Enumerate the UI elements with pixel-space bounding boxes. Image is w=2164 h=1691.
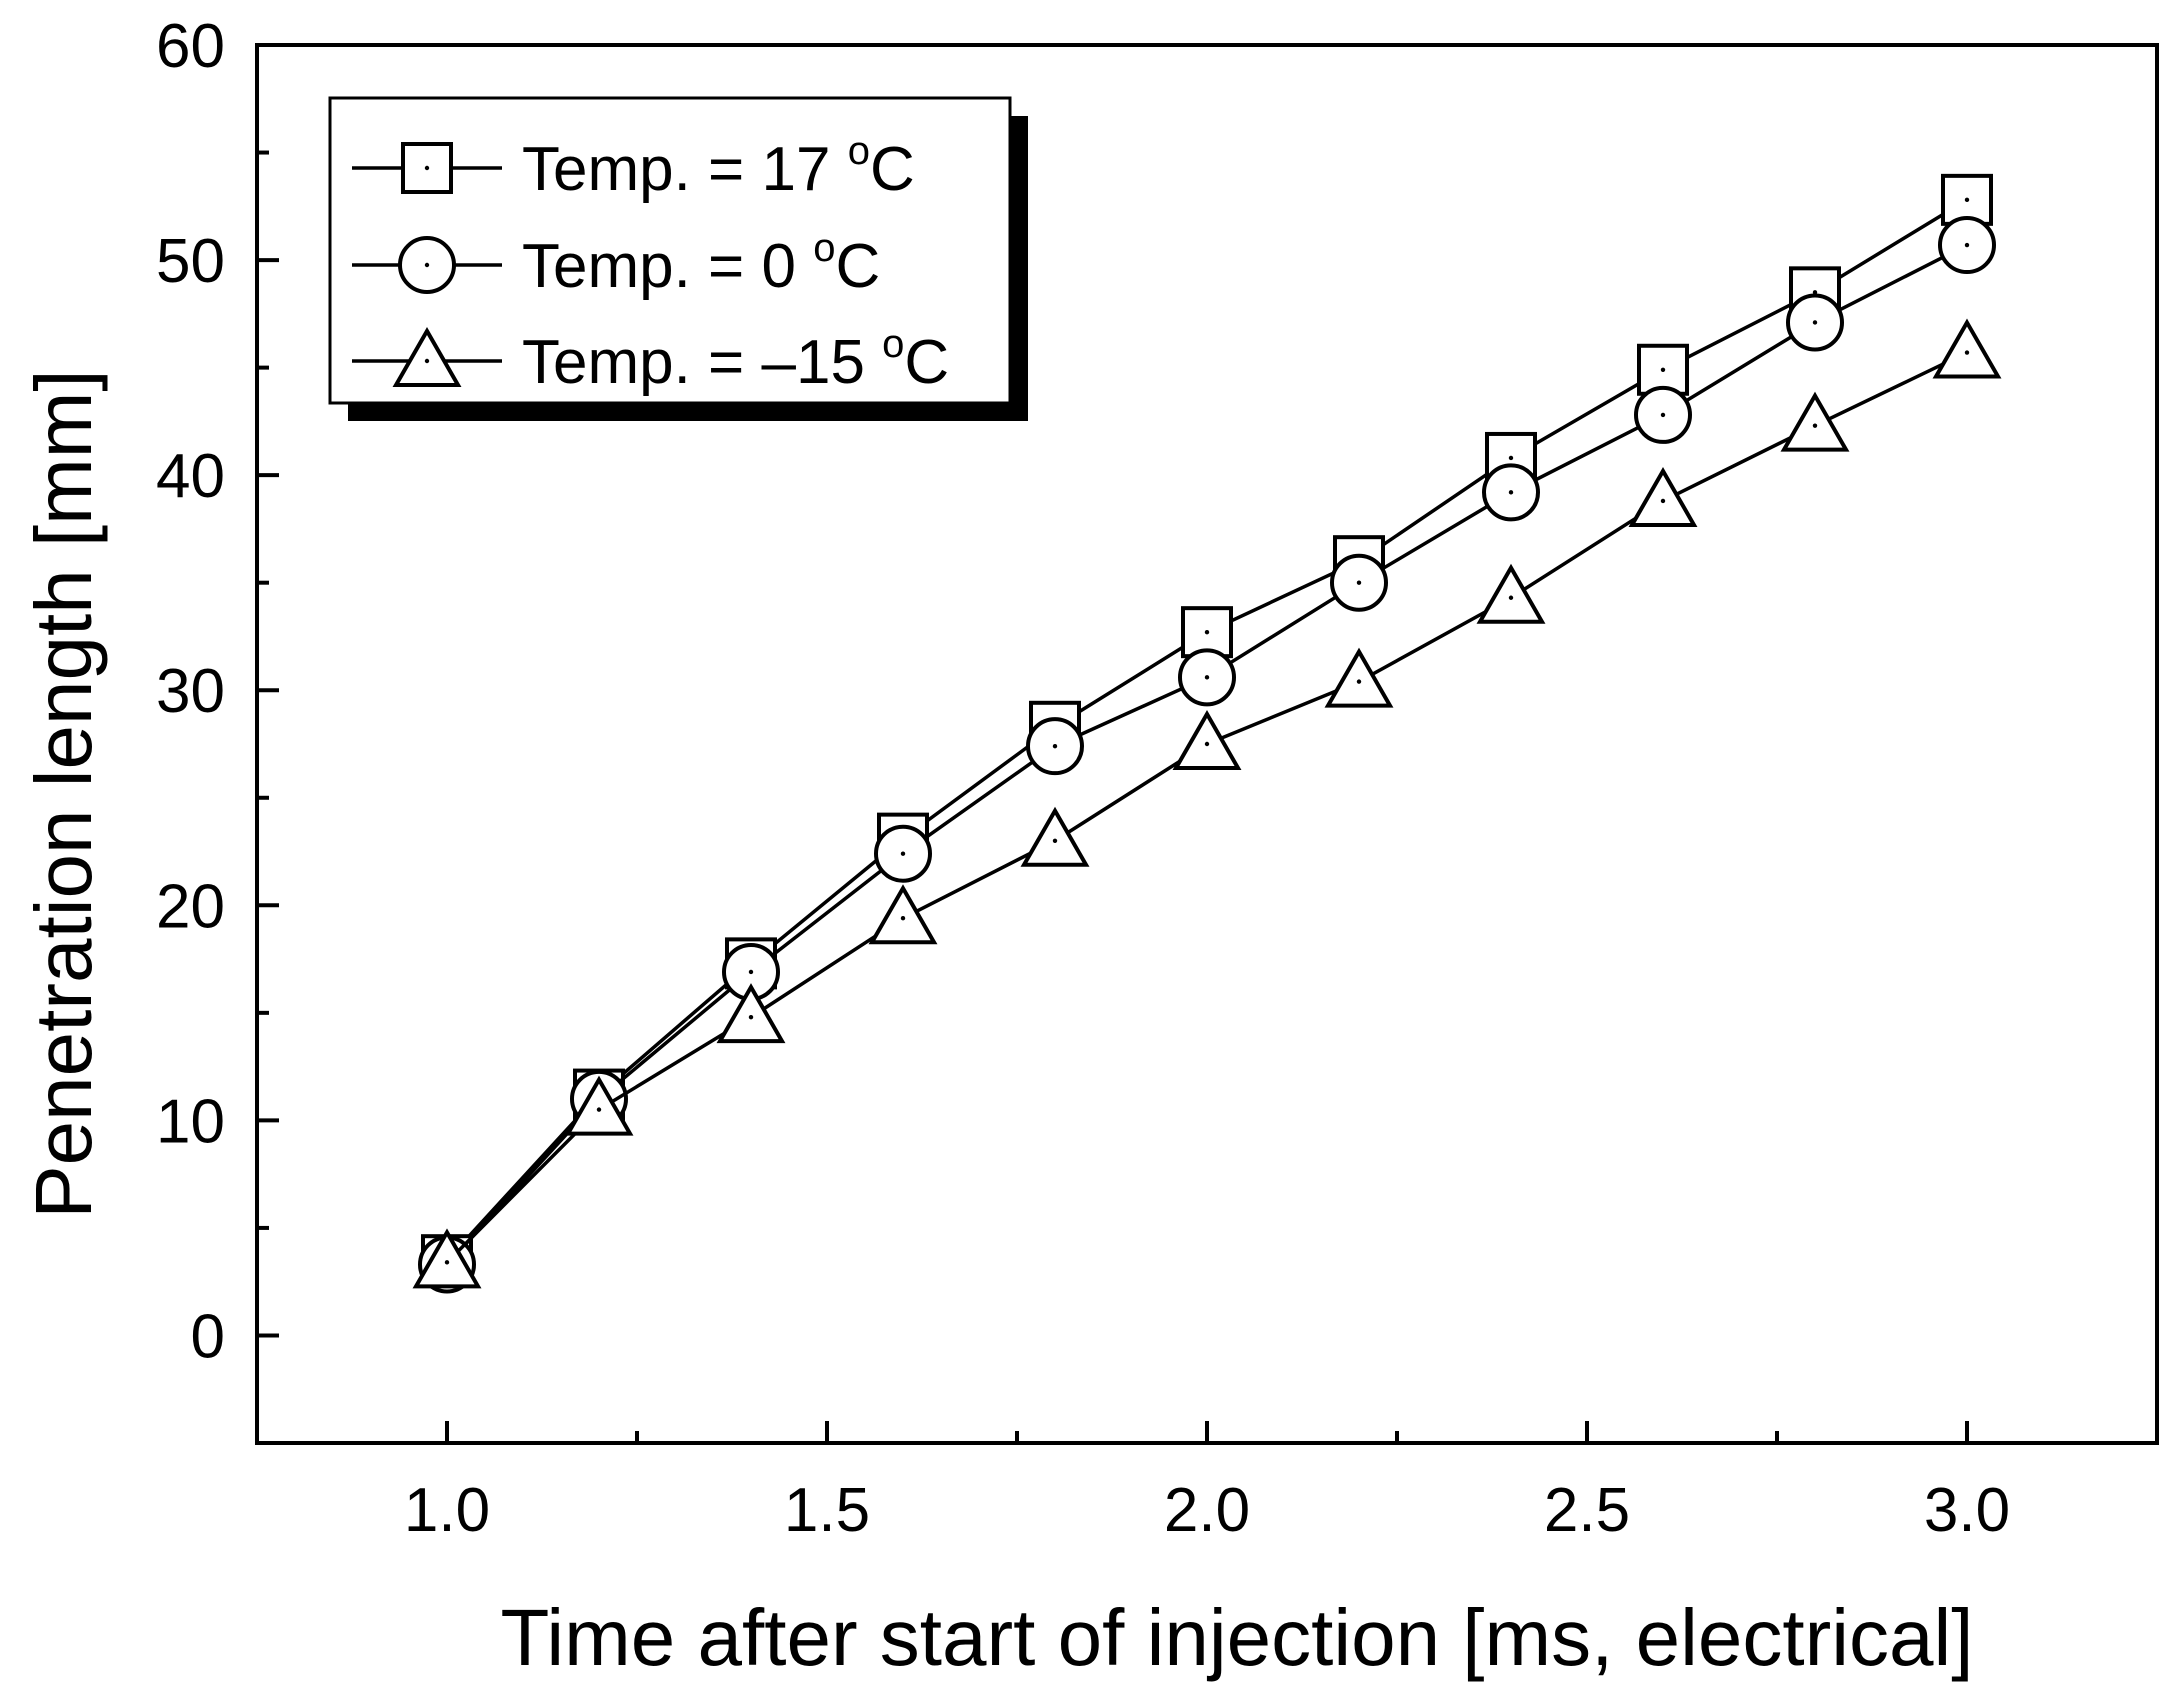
data-point-triangle-shape [1172,709,1242,770]
legend-label-text: Temp. = –15 [522,328,882,397]
legend-label-text: Temp. = 17 [522,135,848,204]
x-tick-label: 2.0 [1164,1476,1250,1545]
data-point-circle [874,824,932,883]
data-point-circle-center-dot [1812,320,1818,325]
data-point-circle [1330,553,1388,612]
data-point-triangle [412,1228,482,1289]
data-point-circle-center-dot [1660,412,1666,418]
legend-marker-triangle-shape [392,326,462,387]
data-point-circle-center-dot [1964,242,1970,248]
data-point-triangle-center-dot [1356,679,1362,684]
data-point-triangle-shape [1780,391,1850,452]
legend-label-degree: o [882,322,904,366]
data-point-circle [1938,216,1996,275]
legend-label-text: Temp. = 0 [522,232,813,301]
data-point-triangle-center-dot [1964,350,1970,355]
data-point-square-center-dot [1660,367,1666,372]
y-tick-label: 50 [156,227,225,296]
y-tick-label: 30 [156,657,225,726]
data-point-circle-center-dot [1356,580,1362,585]
data-point-triangle [1628,466,1698,527]
data-point-circle-center-dot [900,851,906,856]
data-point-triangle [1780,391,1850,452]
data-point-triangle-shape [412,1228,482,1289]
data-point-square-center-dot [1812,290,1818,295]
legend-label: Temp. = 17 oC [522,129,915,204]
data-point-triangle-shape [1476,563,1546,624]
legend-item-circle: Temp. = 0 oC [352,226,880,301]
y-tick-label: 20 [156,872,225,941]
data-point-triangle-shape [868,884,938,945]
data-point-triangle-center-dot [1660,498,1666,504]
legend-marker-triangle [392,326,462,387]
data-point-triangle-center-dot [1052,838,1058,843]
legend-marker-circle [398,236,456,294]
legend-label-unit: C [904,328,949,397]
data-point-triangle-shape [716,983,786,1044]
data-point-triangle [1324,647,1394,708]
legend-marker-square-center-dot [424,165,430,171]
axes-layer: 1.0 1.5 2.0 2.5 3.0 0 10 20 30 40 50 60 [156,12,2159,1545]
data-point-triangle [1020,806,1090,867]
data-point-circle [1178,648,1236,707]
y-tick-label: 10 [156,1087,225,1156]
data-point-square-center-dot [1204,629,1210,635]
legend-item-triangle: Temp. = –15 oC [352,322,949,397]
data-point-triangle-center-dot [1204,741,1210,747]
data-point-triangle-shape [1628,466,1698,527]
x-tick-label: 3.0 [1924,1476,2010,1545]
data-point-triangle-center-dot [748,1014,754,1020]
x-tick-label: 1.0 [404,1476,490,1545]
y-tick-label: 0 [191,1302,225,1371]
y-axis-title: Penetration length [mm] [19,369,108,1218]
data-point-triangle [564,1075,634,1136]
data-point-triangle [1476,563,1546,624]
data-point-circle [1634,385,1692,444]
data-point-triangle-center-dot [444,1260,450,1265]
series-layer [412,173,2002,1294]
legend-marker-square [401,142,453,194]
data-point-triangle-center-dot [596,1107,602,1112]
legend-item-square: Temp. = 17 oC [352,129,915,204]
legend-label-unit: C [835,232,880,301]
data-point-triangle-shape [1932,318,2002,379]
series-triangle [412,318,2002,1289]
data-point-triangle [1172,709,1242,770]
legend-marker-circle-center-dot [424,262,430,268]
data-point-triangle [1932,318,2002,379]
legend-label-unit: C [870,135,915,204]
legend-label-degree: o [813,226,835,270]
y-tick-label: 60 [156,12,225,81]
data-point-circle-center-dot [1204,675,1210,680]
data-point-triangle [868,884,938,945]
data-point-triangle-shape [1020,806,1090,867]
data-point-square [1181,606,1233,659]
data-point-circle-center-dot [1052,743,1058,749]
data-point-triangle-center-dot [900,916,906,921]
x-tick-label: 1.5 [784,1476,870,1545]
legend-label-degree: o [848,129,870,173]
y-tick-label: 40 [156,442,225,511]
x-tick-label: 2.5 [1544,1476,1630,1545]
data-point-triangle-shape [564,1075,634,1136]
data-point-triangle-center-dot [1508,595,1514,600]
data-point-circle-center-dot [748,969,754,975]
data-point-square-center-dot [1508,455,1514,461]
data-point-circle [1482,463,1540,522]
data-point-circle [1026,717,1084,776]
legend-label: Temp. = 0 oC [522,226,880,301]
data-point-triangle-center-dot [1812,423,1818,428]
x-axis-title: Time after start of injection [ms, elect… [500,1593,1973,1682]
data-point-square-center-dot [1964,197,1970,203]
data-point-circle [1786,293,1844,352]
data-point-triangle [716,983,786,1044]
legend-label: Temp. = –15 oC [522,322,949,397]
data-point-triangle-shape [1324,647,1394,708]
legend-marker-triangle-center-dot [424,358,430,364]
data-point-circle-center-dot [1508,490,1514,495]
